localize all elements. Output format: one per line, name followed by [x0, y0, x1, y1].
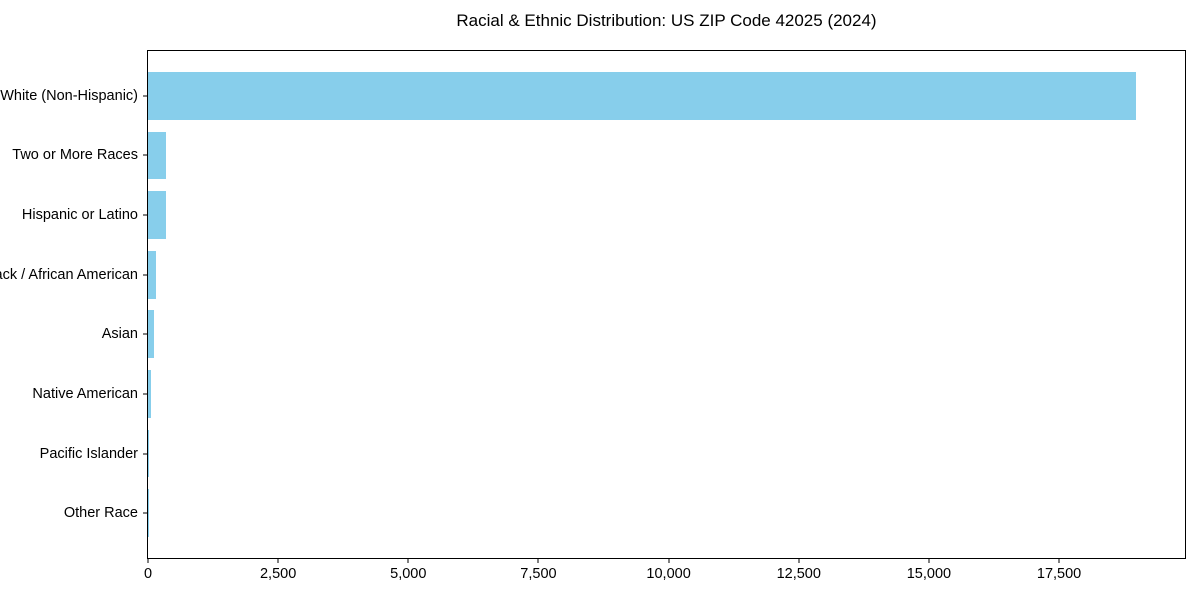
- x-tick-mark: [537, 559, 539, 563]
- x-tick-mark: [798, 559, 800, 563]
- bar: [148, 370, 152, 418]
- y-tick-label: Two or More Races: [12, 147, 138, 164]
- x-tick-label: 10,000: [646, 566, 691, 582]
- y-axis: White (Non-Hispanic) Two or More Races His…: [0, 50, 147, 559]
- y-tick-label: Asian: [101, 326, 138, 343]
- y-tick-mark: [143, 274, 147, 276]
- y-tick-label: Pacific Islander: [39, 445, 138, 462]
- x-tick-label: 5,000: [390, 566, 427, 582]
- bar: [148, 310, 154, 359]
- x-tick-label: 17,500: [1036, 566, 1082, 582]
- x-tick-label: 7,500: [520, 566, 557, 582]
- chart-title: Racial & Ethnic Distribution: US ZIP Cod…: [456, 11, 877, 30]
- y-tick-mark: [143, 393, 147, 395]
- x-tick-mark: [147, 559, 149, 563]
- x-tick-label: 12,500: [776, 566, 821, 582]
- y-tick-mark: [143, 214, 147, 216]
- x-axis: 0 2,500 5,000 7,500 10,000 12,500 15,000 17,500: [143, 559, 1186, 595]
- y-tick-label: White (Non-Hispanic): [0, 87, 138, 104]
- y-tick-mark: [143, 154, 147, 156]
- bar: [148, 250, 157, 299]
- x-tick-mark: [928, 559, 930, 563]
- y-tick-mark: [143, 512, 147, 514]
- bar: [148, 191, 166, 239]
- y-tick-label: Black / African American: [0, 266, 138, 283]
- y-tick-label: Hispanic or Latino: [21, 207, 138, 224]
- x-tick-mark: [1058, 559, 1060, 563]
- y-tick-label: Native American: [32, 385, 138, 402]
- plot-area: [147, 50, 1186, 559]
- x-tick-label: 15,000: [906, 566, 952, 582]
- x-tick-mark: [407, 559, 409, 563]
- y-tick-mark: [143, 95, 147, 97]
- bar: [148, 429, 149, 478]
- x-tick-label: 2,500: [259, 566, 297, 582]
- x-tick-mark: [668, 559, 670, 563]
- y-tick-label: Other Race: [63, 505, 138, 522]
- y-tick-mark: [143, 453, 147, 455]
- x-tick-label: 0: [143, 566, 153, 582]
- y-tick-mark: [143, 333, 147, 335]
- x-tick-mark: [277, 559, 279, 563]
- bar: [148, 131, 167, 180]
- bar: [148, 71, 1136, 120]
